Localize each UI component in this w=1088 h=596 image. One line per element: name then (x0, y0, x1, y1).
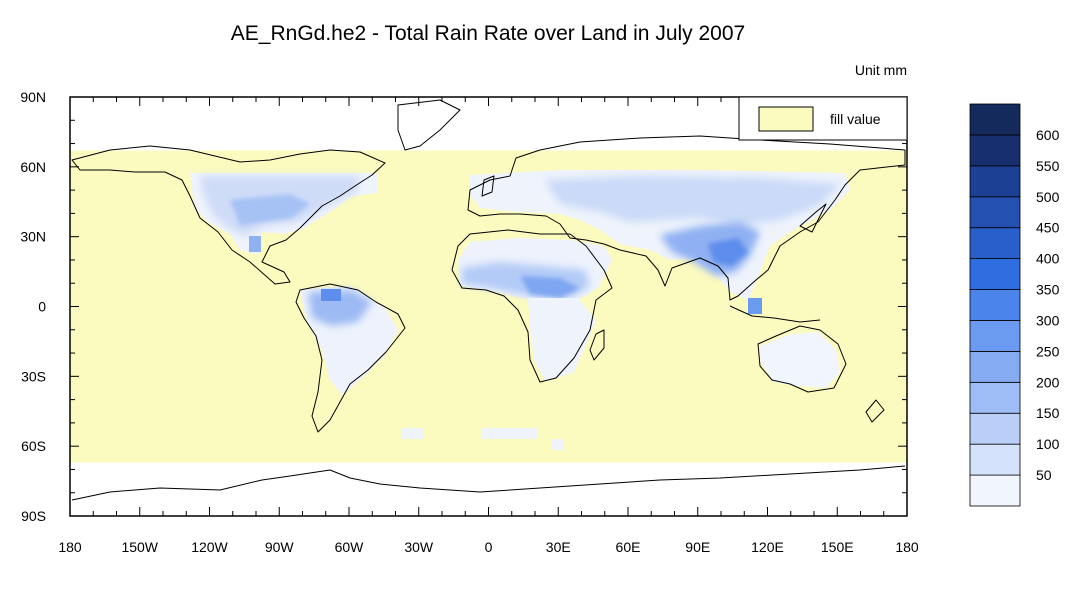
coast-antarctica (71, 465, 906, 501)
colorbar-label: 350 (1036, 282, 1060, 298)
colorbar-label: 200 (1036, 374, 1060, 390)
colorbar-label: 500 (1036, 189, 1060, 205)
coast-new-zealand (865, 399, 885, 423)
coast-uk (481, 175, 495, 197)
y-tick-label: 90N (20, 89, 46, 105)
x-tick-label: 0 (485, 539, 493, 555)
coast-africa (451, 229, 613, 383)
y-tick-label: 30S (21, 368, 46, 384)
colorbar: 50 100 150 200 250 300 350 400 450 500 550 600 (969, 103, 1060, 507)
coast-north-america (71, 145, 386, 285)
y-tick-label: 30N (20, 229, 46, 245)
x-tick-label: 30W (404, 539, 434, 555)
colorbar-swatch (969, 320, 1021, 352)
colorbar-label: 100 (1036, 436, 1060, 452)
colorbar-swatch (969, 474, 1021, 507)
y-tick-label: 60N (20, 159, 46, 175)
precip-australia (760, 332, 840, 388)
coastlines (71, 99, 906, 501)
y-tick-label: 90S (21, 508, 46, 524)
colorbar-swatch (969, 381, 1021, 414)
precip-southern-africa (528, 298, 596, 382)
colorbar-swatch (969, 443, 1021, 476)
colorbar-swatch (969, 350, 1021, 383)
colorbar-label: 50 (1036, 467, 1052, 483)
coast-indonesia (729, 305, 821, 323)
coast-south-america (295, 283, 406, 433)
x-tick-label: 90W (265, 539, 295, 555)
coast-eurasia (467, 135, 906, 301)
coast-australia (757, 325, 847, 393)
x-tick-label: 150E (821, 539, 854, 555)
x-tick-label: 180 (895, 539, 919, 555)
y-tick-label: 60S (21, 438, 46, 454)
colorbar-label: 550 (1036, 158, 1060, 174)
precip-borneo-cell (748, 298, 762, 314)
fill-value-legend: fill value (738, 96, 908, 141)
precip-asia-monsoon-core (708, 238, 748, 266)
fill-value-swatch (758, 106, 814, 132)
colorbar-label: 450 (1036, 220, 1060, 236)
fill-value-label: fill value (830, 111, 881, 127)
colorbar-label: 400 (1036, 251, 1060, 267)
precip-amazon-core (321, 289, 341, 301)
unit-label: Unit mm (854, 62, 907, 78)
colorbar-swatch (969, 165, 1021, 198)
precip-sahel-core (520, 276, 580, 298)
coast-japan (799, 203, 827, 233)
colorbar-label: 300 (1036, 312, 1060, 328)
colorbar-label: 600 (1036, 127, 1060, 143)
x-tick-label: 30E (546, 539, 571, 555)
colorbar-swatch (969, 258, 1021, 290)
x-tick-label: 150W (121, 539, 158, 555)
precipitation-field (190, 170, 850, 450)
colorbar-swatch (969, 289, 1021, 321)
colorbar-swatch (969, 103, 1021, 136)
precip-antarctic-strip-3 (551, 439, 563, 450)
precip-antarctic-strip-2 (482, 428, 538, 439)
x-tick-label: 90E (685, 539, 710, 555)
precip-north-america-core (230, 194, 310, 226)
colorbar-swatch (969, 412, 1021, 445)
x-tick-label: 120E (751, 539, 784, 555)
colorbar-swatch (969, 134, 1021, 167)
y-tick-label: 0 (38, 299, 46, 315)
coast-greenland (397, 99, 461, 151)
colorbar-swatch (969, 227, 1021, 260)
precip-mexico-cell (249, 236, 261, 252)
coast-madagascar (589, 329, 605, 361)
x-tick-label: 120W (191, 539, 228, 555)
colorbar-label: 150 (1036, 405, 1060, 421)
map-plot-area (70, 97, 907, 516)
x-tick-label: 60W (335, 539, 365, 555)
x-tick-label: 180 (58, 539, 82, 555)
colorbar-label: 250 (1036, 343, 1060, 359)
x-tick-label: 60E (616, 539, 641, 555)
precip-siberia (545, 176, 840, 226)
precip-antarctic-strip-1 (401, 428, 424, 439)
map-title: AE_RnGd.he2 - Total Rain Rate over Land … (230, 22, 746, 45)
colorbar-swatch (969, 196, 1021, 229)
